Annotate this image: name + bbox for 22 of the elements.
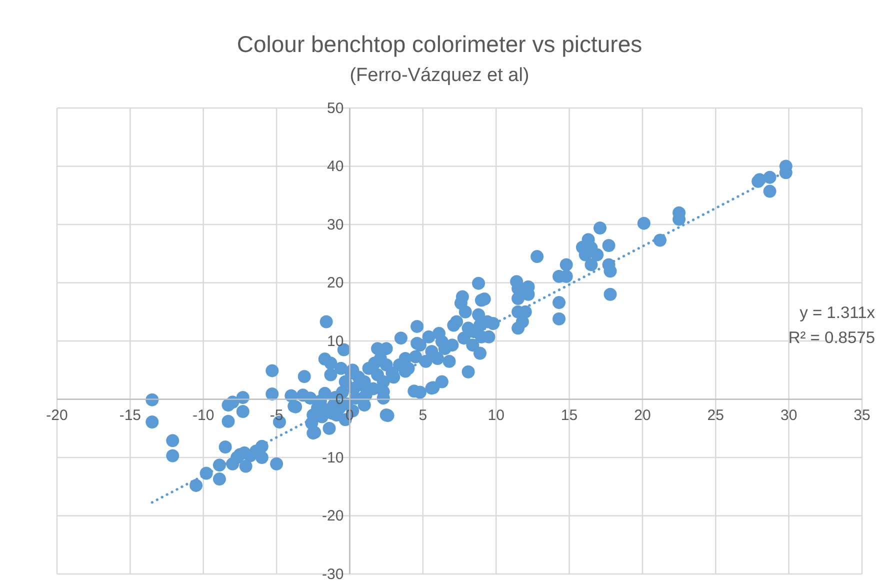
x-tick-label: 30 bbox=[780, 406, 798, 424]
chart-subtitle: (Ferro-Vázquez et al) bbox=[350, 65, 530, 86]
x-tick-label: 5 bbox=[418, 406, 428, 424]
y-tick-label: 10 bbox=[327, 332, 344, 350]
y-tick-label: 30 bbox=[327, 216, 344, 234]
y-tick-label: 20 bbox=[327, 274, 344, 292]
x-tick-label: 15 bbox=[560, 406, 578, 424]
y-tick-label: 40 bbox=[327, 158, 344, 176]
x-tick-label: 10 bbox=[488, 406, 504, 424]
annotation: y = 1.311x bbox=[800, 304, 876, 322]
x-tick-label: 35 bbox=[854, 406, 870, 424]
annotation: R² = 0.8575 bbox=[788, 329, 875, 347]
y-tick-label: -10 bbox=[322, 449, 344, 466]
x-tick-label: -10 bbox=[192, 406, 214, 424]
x-tick-label: 20 bbox=[634, 406, 651, 424]
y-tick-label: 50 bbox=[327, 100, 344, 117]
x-tick-label: -15 bbox=[119, 406, 142, 424]
x-tick-label: -20 bbox=[46, 406, 68, 424]
x-tick-label: 25 bbox=[707, 406, 724, 424]
y-tick-label: -20 bbox=[322, 508, 344, 525]
chart-title: Colour benchtop colorimeter vs pictures bbox=[236, 31, 642, 57]
y-tick-label: -30 bbox=[322, 566, 344, 583]
